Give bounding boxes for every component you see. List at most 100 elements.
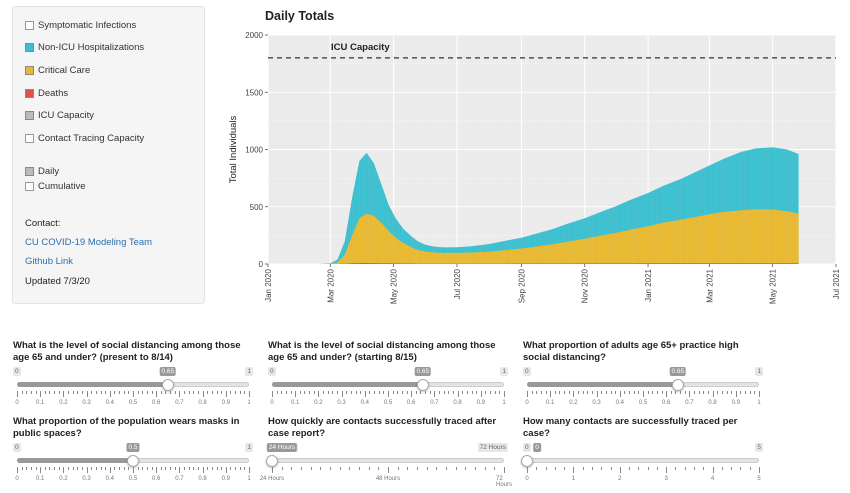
slider-3[interactable]: 0 1 0.65 0 0.1 0.2 0.3 0.4 0.5 0.6 0.7 0.8 0.9 1	[523, 367, 763, 407]
slider-tick-mark	[383, 391, 385, 394]
slider-handle[interactable]	[671, 379, 684, 391]
slider-track[interactable]	[527, 458, 759, 463]
slider-tick-mark	[193, 467, 195, 470]
slider-question: What is the level of social distancing a…	[268, 340, 496, 363]
layer-non-icu-checkbox[interactable]: Non-ICU Hospitalizations	[25, 42, 144, 53]
slider-ticks: 0 0.1 0.2 0.3 0.4 0.5 0.6 0.7 0.8 0.9 1	[270, 391, 506, 406]
slider-block-4: What proportion of the population wears …	[13, 416, 253, 482]
slider-tick-mark	[216, 467, 218, 470]
slider-tick-mark	[368, 467, 370, 470]
slider-tick-mark	[91, 467, 93, 470]
layer-symptomatic-checkbox[interactable]: Symptomatic Infections	[25, 20, 136, 31]
mode-cumulative-checkbox[interactable]: Cumulative	[25, 181, 86, 192]
slider-tick-label: 3	[664, 476, 668, 482]
slider-tick-mark	[114, 391, 116, 394]
slider-2[interactable]: 0 1 0.65 0 0.1 0.2 0.3 0.4 0.5 0.6 0.7 0.8 0.9 1	[268, 367, 508, 407]
slider-tick-label: 0.2	[569, 400, 578, 406]
checkbox-box[interactable]	[25, 89, 34, 98]
slider-block-3: What proportion of adults age 65+ practi…	[523, 340, 763, 406]
layer-contact-tracing-checkbox[interactable]: Contact Tracing Capacity	[25, 133, 144, 144]
layer-icu-capacity-checkbox[interactable]: ICU Capacity	[25, 110, 94, 121]
team-link[interactable]: CU COVID-19 Modeling Team	[25, 237, 153, 248]
slider-handle[interactable]	[127, 455, 139, 467]
slider-4[interactable]: 0 1 0.5 0 0.1 0.2 0.3 0.4 0.5 0.6 0.7 0.8 0.9 1	[13, 443, 253, 483]
slider-tick-mark	[504, 391, 505, 397]
slider-tick-mark	[44, 391, 46, 394]
slider-tick-mark	[77, 467, 79, 470]
slider-track[interactable]	[272, 458, 504, 463]
slider-tick-mark	[680, 391, 682, 394]
slider-min-label: 0	[268, 367, 276, 376]
slider-tick-mark	[429, 391, 431, 394]
slider-tick-mark	[661, 391, 663, 394]
slider-tick-mark	[123, 391, 125, 394]
slider-tick-mark	[629, 467, 631, 470]
slider-tick-mark	[652, 391, 654, 394]
slider-tick-mark	[619, 467, 621, 473]
slider-tick-mark	[285, 391, 287, 394]
slider-tick-label: 0.9	[476, 400, 485, 406]
slider-tick-mark	[587, 391, 589, 394]
slider-tick-mark	[281, 391, 283, 394]
slider-tick-mark	[320, 467, 322, 470]
slider-tick-mark	[137, 467, 139, 470]
slider-1[interactable]: 0 1 0.65 0 0.1 0.2 0.3 0.4 0.5 0.6 0.7 0.8 0.9 1	[13, 367, 253, 407]
slider-tick-label: 0.9	[731, 400, 740, 406]
slider-value-badge: 0.65	[414, 367, 432, 376]
layer-deaths-checkbox[interactable]: Deaths	[25, 88, 68, 99]
y-tick-label: 0	[259, 260, 264, 269]
slider-tick-mark	[406, 391, 408, 394]
checkbox-box[interactable]	[25, 111, 34, 120]
slider-tick-mark	[86, 467, 88, 473]
slider-tick-mark	[49, 467, 51, 470]
slider-ticks: 24 Hours 48 Hours 72 Hours	[260, 467, 512, 488]
mode-label: Cumulative	[38, 181, 86, 192]
checkbox-box[interactable]	[25, 43, 34, 52]
checkbox-box[interactable]	[25, 66, 34, 75]
checkbox-box[interactable]	[25, 167, 34, 176]
slider-tick-label: 0	[270, 400, 274, 406]
slider-tick-mark	[225, 391, 227, 397]
slider-tick-mark	[165, 467, 167, 470]
github-link[interactable]: Github Link	[25, 256, 74, 267]
slider-max-label: 1	[245, 367, 253, 376]
slider-tick-mark	[179, 391, 181, 397]
slider-tick-mark	[499, 391, 501, 394]
slider-handle[interactable]	[161, 379, 174, 391]
slider-tick-mark	[249, 467, 250, 473]
slider-handle[interactable]	[521, 455, 533, 467]
slider-tick-label: 0.2	[59, 400, 68, 406]
mode-daily-checkbox[interactable]: Daily	[25, 166, 59, 177]
slider-tick-mark	[484, 467, 486, 470]
slider-tick-mark	[81, 467, 83, 470]
slider-tick-mark	[349, 467, 351, 470]
updated-text: Updated 7/3/20	[25, 276, 90, 287]
slider-tick-mark	[95, 467, 97, 470]
slider-tick-mark	[476, 391, 478, 394]
slider-tick-mark	[72, 467, 74, 470]
slider-tick-mark	[378, 467, 380, 470]
slider-tick-mark	[100, 467, 102, 470]
slider-tick-mark	[666, 391, 668, 397]
slider-tick-mark	[281, 467, 283, 470]
slider-tick-mark	[536, 467, 538, 470]
slider-handle[interactable]	[266, 455, 278, 467]
checkbox-box[interactable]	[25, 21, 34, 30]
slider-tick-mark	[550, 391, 552, 397]
slider-block-6: How many contacts are successfully trace…	[521, 416, 763, 482]
slider-tick-mark	[221, 467, 223, 470]
slider-tick-mark	[207, 467, 209, 470]
layer-critical-care-checkbox[interactable]: Critical Care	[25, 65, 90, 76]
checkbox-box[interactable]	[25, 182, 34, 191]
slider-tick-mark	[336, 391, 338, 394]
slider-tick-label: 0	[525, 400, 529, 406]
slider-tick-mark	[527, 467, 528, 473]
slider-handle[interactable]	[416, 379, 429, 391]
slider-tick-mark	[494, 467, 496, 470]
slider-tick-mark	[364, 391, 366, 397]
slider-tick-label: 1	[502, 400, 506, 406]
slider-value-badge: 0.65	[159, 367, 177, 376]
checkbox-box[interactable]	[25, 134, 34, 143]
